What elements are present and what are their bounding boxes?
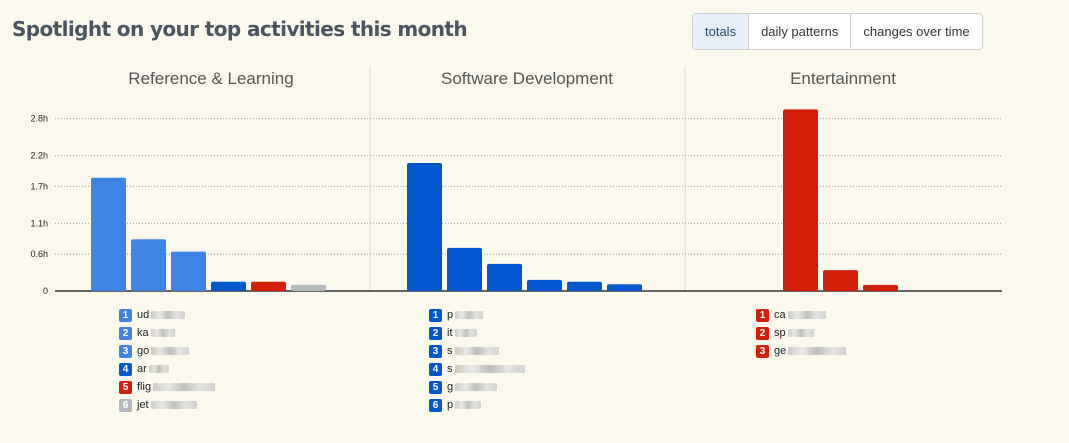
legend-item[interactable]: 3 ge (756, 342, 847, 360)
y-tick-label: 2.2h (30, 151, 48, 161)
bar (407, 162, 442, 291)
rank-badge: 4 (429, 362, 442, 376)
y-tick-label: 0 (43, 286, 48, 296)
bar (91, 177, 126, 291)
legend-label: ge (774, 345, 847, 357)
redacted-text (787, 311, 826, 320)
bar (211, 281, 246, 291)
rank-badge: 1 (756, 308, 769, 322)
bar (487, 263, 522, 291)
legend-label: ka (137, 327, 175, 339)
legend-item[interactable]: 2 it (429, 324, 525, 342)
page-title: Spotlight on your top activities this mo… (12, 17, 468, 41)
legend-label: jet (137, 399, 197, 411)
rank-badge: 1 (119, 308, 132, 322)
rank-badge: 5 (429, 380, 442, 394)
legend-label: it (447, 327, 477, 339)
legend-label: ud (137, 309, 186, 321)
y-tick-label: 0.6h (30, 249, 48, 259)
tab-totals[interactable]: totals (693, 14, 749, 49)
legend-label: sp (774, 327, 814, 339)
activity-bar-chart: 0 0.6h 1.1h 1.7h 2.2h 2.8h Reference & Learnin… (30, 66, 1002, 296)
y-tick-label: 2.8h (30, 114, 48, 124)
redacted-text (148, 365, 169, 374)
tab-changes-over-time[interactable]: changes over time (850, 14, 981, 49)
rank-badge: 3 (756, 344, 769, 358)
legend-label: p (447, 399, 482, 411)
legend-label: ca (774, 309, 826, 321)
bar (131, 239, 166, 291)
rank-badge: 4 (119, 362, 132, 376)
redacted-text (150, 401, 197, 410)
bar (447, 247, 482, 291)
y-tick-label: 1.7h (30, 181, 48, 191)
rank-badge: 3 (429, 344, 442, 358)
redacted-text (151, 347, 190, 356)
rank-badge: 2 (429, 326, 442, 340)
view-toggle: totals daily patterns changes over time (692, 13, 983, 50)
redacted-text (151, 311, 186, 320)
bar (823, 270, 858, 291)
bar (251, 281, 286, 291)
legend-label: flig (137, 381, 216, 393)
rank-badge: 2 (756, 326, 769, 340)
bar (567, 281, 602, 291)
legend-label: ar (137, 363, 169, 375)
legend-item[interactable]: 3 go (119, 342, 215, 360)
redacted-text (455, 401, 482, 410)
rank-badge: 6 (119, 398, 132, 412)
bar (607, 284, 642, 291)
legend-label: g (447, 381, 498, 393)
tab-daily-patterns[interactable]: daily patterns (748, 14, 850, 49)
panel-title: Reference & Learning (128, 69, 293, 88)
redacted-text (150, 329, 175, 338)
bar (291, 284, 326, 291)
redacted-text (454, 329, 477, 338)
legend-0: 1 ud 2 ka 3 go 4 ar 5 flig 6 jet (119, 306, 216, 414)
redacted-text (787, 329, 814, 338)
legend-item[interactable]: 5 flig (119, 378, 216, 396)
legend-label: go (137, 345, 190, 357)
legend-item[interactable]: 4 ar (119, 360, 215, 378)
rank-badge: 1 (429, 308, 442, 322)
legend-2: 1 ca 2 sp 3 ge (756, 306, 847, 360)
redacted-text (455, 383, 498, 392)
legend-item[interactable]: 2 ka (119, 324, 215, 342)
redacted-text (454, 347, 499, 356)
redacted-text (455, 311, 484, 320)
bar (783, 109, 818, 291)
rank-badge: 5 (119, 380, 132, 394)
rank-badge: 2 (119, 326, 132, 340)
redacted-text (153, 383, 216, 392)
legend-item[interactable]: 2 sp (756, 324, 846, 342)
panel-title: Entertainment (790, 69, 896, 88)
redacted-text (454, 365, 525, 374)
y-tick-label: 1.1h (30, 218, 48, 228)
rank-badge: 3 (119, 344, 132, 358)
legend-label: s (447, 345, 499, 357)
panel-title: Software Development (441, 69, 613, 88)
bar (171, 251, 206, 291)
rank-badge: 6 (429, 398, 442, 412)
redacted-text (788, 347, 847, 356)
legend-item[interactable]: 1 ud (119, 306, 215, 324)
legend-label: p (447, 309, 484, 321)
legend-item[interactable]: 6 jet (119, 396, 215, 414)
bar (527, 279, 562, 291)
legend-item[interactable]: 1 ca (756, 306, 846, 324)
legend-1: 1 p 2 it 3 s 4 s 5 g 6 p (429, 306, 525, 414)
legend-label: s (447, 363, 525, 375)
bar (863, 284, 898, 291)
